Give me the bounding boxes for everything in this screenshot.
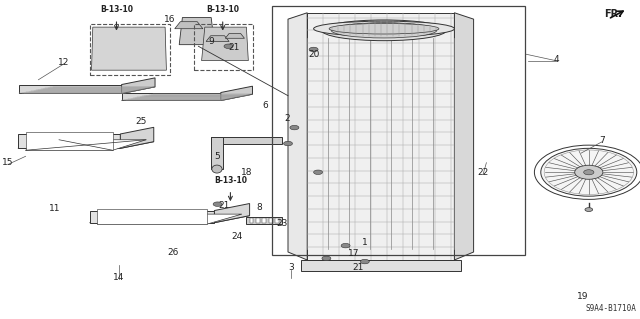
- Text: 19: 19: [577, 292, 588, 301]
- Polygon shape: [122, 78, 155, 93]
- Bar: [90, 24, 170, 75]
- Polygon shape: [288, 13, 307, 260]
- Circle shape: [585, 208, 593, 211]
- Polygon shape: [92, 27, 166, 70]
- Polygon shape: [120, 127, 154, 148]
- Polygon shape: [97, 214, 242, 224]
- Text: 26: 26: [167, 248, 179, 256]
- Text: B-13-10: B-13-10: [206, 5, 239, 14]
- Bar: [272, 6, 525, 255]
- Polygon shape: [90, 211, 214, 223]
- Polygon shape: [18, 142, 154, 148]
- Text: 21: 21: [353, 263, 364, 272]
- Text: 25: 25: [135, 117, 147, 126]
- Polygon shape: [175, 22, 203, 29]
- Text: 17: 17: [348, 249, 360, 258]
- Text: 16: 16: [164, 15, 175, 24]
- Text: 21: 21: [228, 43, 239, 52]
- Circle shape: [360, 259, 369, 264]
- Polygon shape: [26, 140, 146, 150]
- Bar: [269, 218, 273, 223]
- Text: B-13-10: B-13-10: [214, 176, 247, 185]
- Text: FR.: FR.: [604, 9, 622, 19]
- Polygon shape: [202, 27, 248, 61]
- Text: 8: 8: [257, 203, 262, 212]
- Polygon shape: [307, 13, 454, 260]
- Circle shape: [341, 243, 350, 248]
- Text: 9: 9: [209, 37, 214, 46]
- Text: 21: 21: [218, 201, 230, 210]
- Polygon shape: [225, 33, 244, 38]
- Bar: [250, 218, 253, 223]
- Text: 3: 3: [289, 263, 294, 272]
- Text: 5: 5: [215, 152, 220, 161]
- Polygon shape: [90, 216, 250, 223]
- Polygon shape: [206, 36, 229, 41]
- Text: 18: 18: [241, 168, 252, 177]
- Polygon shape: [26, 132, 113, 150]
- Polygon shape: [97, 209, 207, 224]
- Circle shape: [224, 44, 233, 48]
- Text: 2: 2: [284, 114, 289, 122]
- Polygon shape: [211, 137, 223, 169]
- Polygon shape: [19, 85, 122, 93]
- Ellipse shape: [332, 23, 437, 38]
- Text: 1: 1: [362, 238, 367, 247]
- Bar: [275, 218, 279, 223]
- Ellipse shape: [314, 21, 454, 36]
- Text: 24: 24: [231, 232, 243, 241]
- Polygon shape: [179, 18, 214, 45]
- Text: 14: 14: [113, 273, 124, 282]
- Text: 6: 6: [263, 101, 268, 110]
- Text: 23: 23: [276, 219, 287, 228]
- Ellipse shape: [329, 23, 439, 34]
- Ellipse shape: [212, 165, 222, 173]
- Text: 12: 12: [58, 58, 70, 67]
- Polygon shape: [122, 94, 252, 100]
- Polygon shape: [18, 134, 120, 148]
- Circle shape: [309, 47, 318, 52]
- Bar: [262, 218, 266, 223]
- Text: 4: 4: [554, 55, 559, 63]
- Text: 7: 7: [599, 136, 604, 145]
- Bar: [194, 24, 253, 70]
- Circle shape: [322, 256, 331, 261]
- Circle shape: [541, 148, 637, 196]
- Bar: [256, 218, 260, 223]
- Polygon shape: [211, 137, 282, 144]
- Text: S9A4-B1710A: S9A4-B1710A: [586, 304, 637, 313]
- Circle shape: [213, 202, 222, 206]
- Ellipse shape: [322, 20, 447, 41]
- Text: 15: 15: [2, 158, 13, 167]
- Polygon shape: [454, 13, 474, 260]
- Bar: [246, 217, 282, 224]
- Circle shape: [584, 170, 594, 175]
- Polygon shape: [214, 204, 250, 223]
- Circle shape: [284, 141, 292, 146]
- Text: B-13-10: B-13-10: [100, 5, 133, 14]
- Circle shape: [314, 170, 323, 174]
- Text: 11: 11: [49, 204, 60, 213]
- Text: 22: 22: [477, 168, 489, 177]
- Polygon shape: [122, 93, 221, 100]
- Polygon shape: [19, 87, 155, 93]
- Polygon shape: [221, 86, 252, 100]
- Polygon shape: [301, 260, 461, 271]
- Circle shape: [290, 125, 299, 130]
- Circle shape: [575, 165, 603, 179]
- Text: 20: 20: [308, 50, 319, 59]
